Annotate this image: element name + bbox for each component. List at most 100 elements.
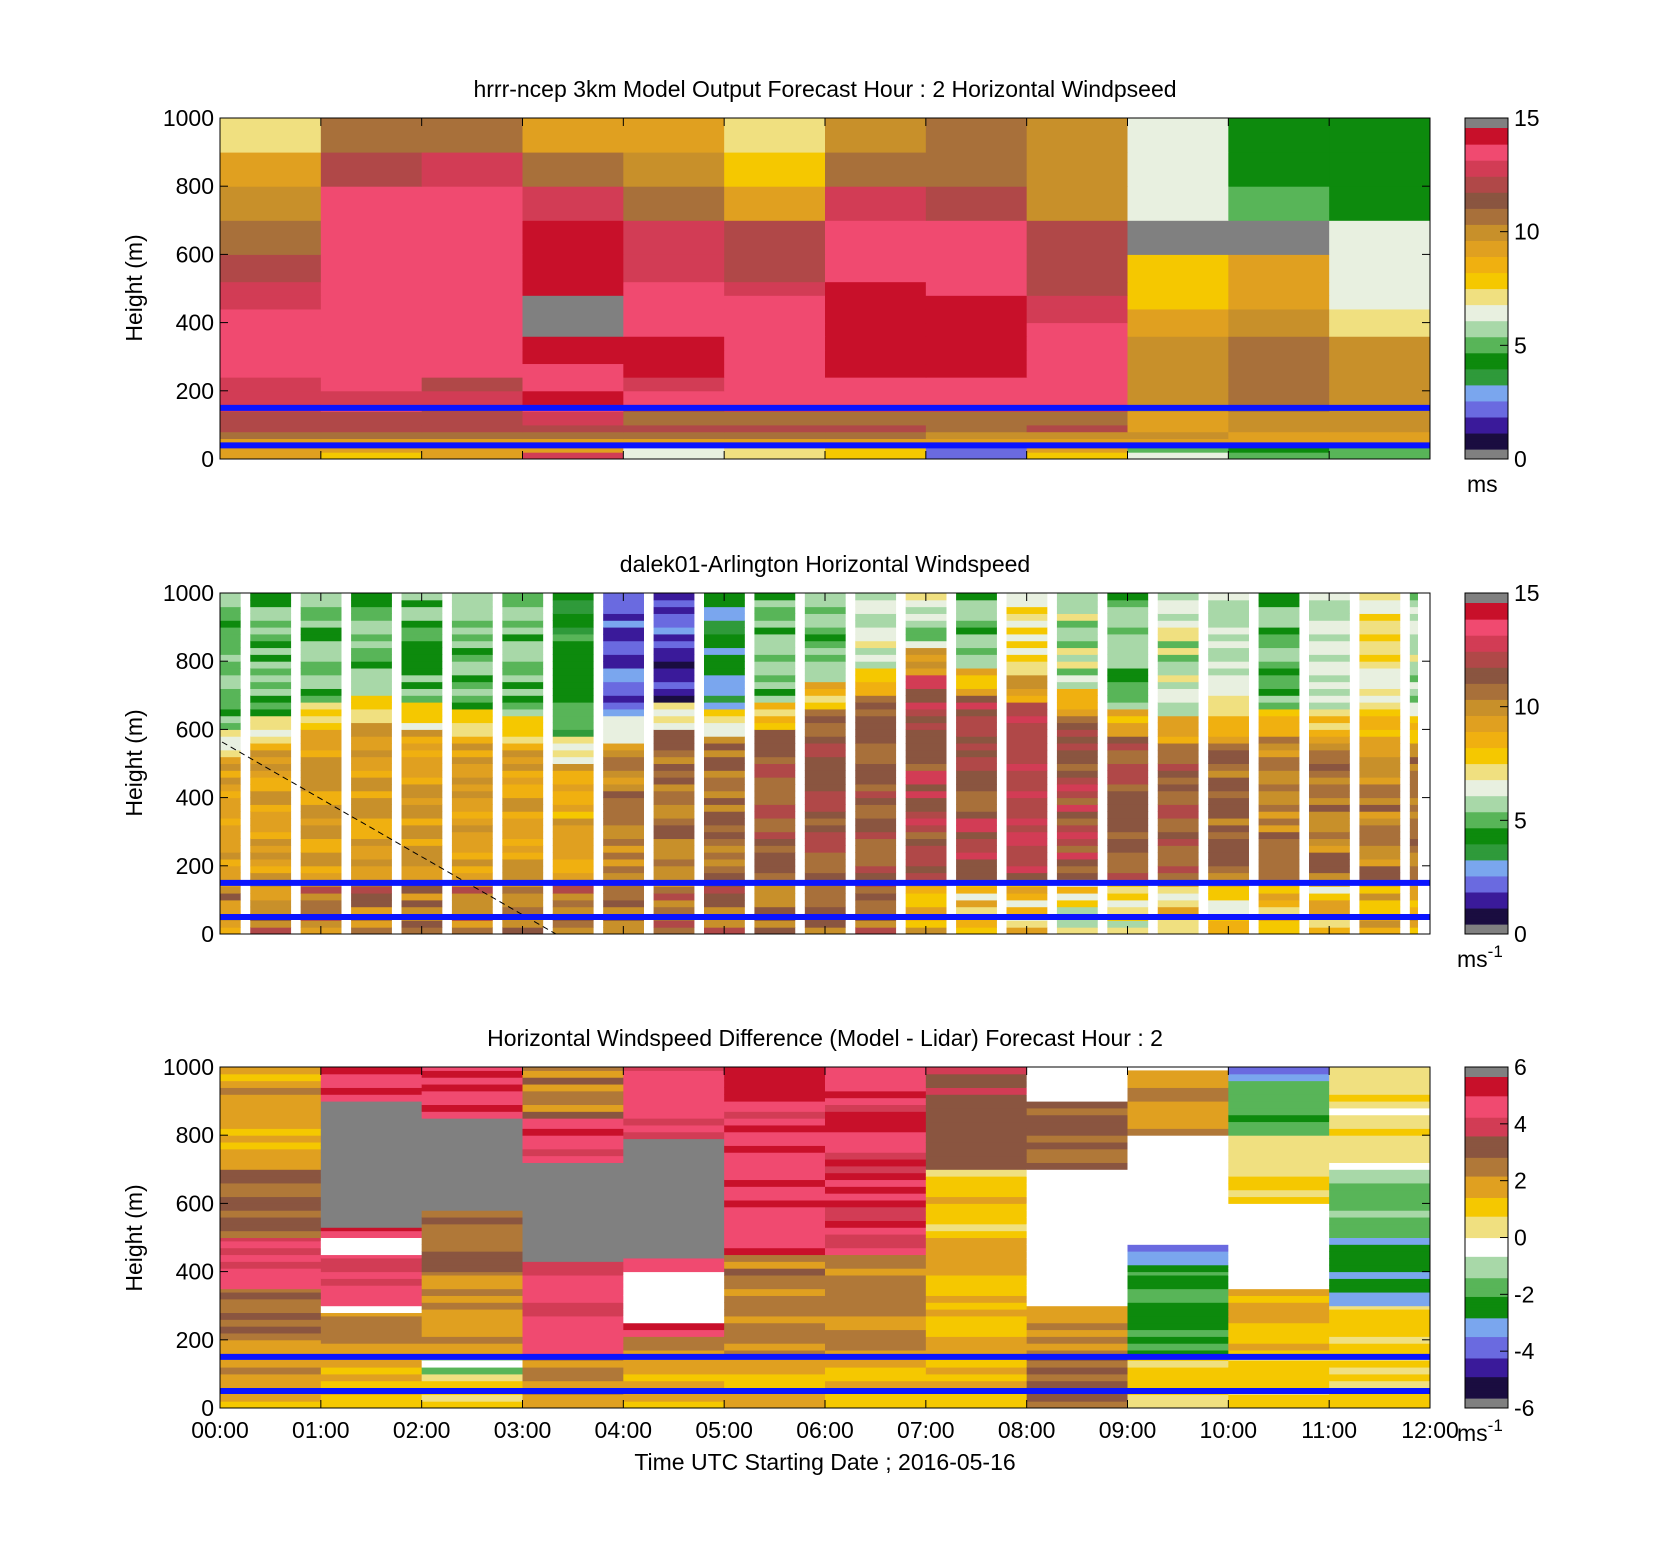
panel-title: hrrr-ncep 3km Model Output Forecast Hour… (473, 76, 1176, 102)
heatmap-cell (502, 661, 544, 669)
heatmap-cell (250, 783, 292, 792)
heatmap-cell (220, 688, 241, 696)
heatmap-cell (451, 749, 493, 758)
heatmap-cell (1127, 1237, 1229, 1245)
heatmap-cell (623, 1162, 725, 1170)
heatmap-cell (220, 1237, 322, 1242)
colorbar-segment (1465, 309, 1508, 314)
colorbar-segment (1465, 312, 1508, 316)
heatmap-cell (804, 613, 846, 621)
heatmap-cell (825, 1131, 927, 1140)
heatmap-cell (905, 627, 947, 635)
heatmap-cell (653, 606, 695, 614)
heatmap-cell (1228, 281, 1330, 296)
heatmap-cell (804, 811, 846, 819)
heatmap-cell (855, 593, 897, 601)
colorbar-segment (1465, 1317, 1508, 1322)
heatmap-cell (724, 1159, 826, 1167)
heatmap-cell (300, 743, 342, 751)
heatmap-cell (754, 736, 796, 744)
heatmap-cell (1359, 593, 1401, 601)
colorbar-segment (1465, 366, 1508, 370)
heatmap-cell (653, 654, 695, 662)
heatmap-cell (623, 445, 725, 453)
heatmap-cell (522, 363, 624, 378)
colorbar-segment (1465, 1189, 1508, 1193)
heatmap-cell (401, 674, 443, 683)
heatmap-cell (1258, 824, 1300, 833)
colorbar-segment (1465, 1288, 1508, 1292)
heatmap-cell (825, 220, 927, 255)
heatmap-cell (1026, 377, 1128, 392)
heatmap-cell (825, 1394, 927, 1402)
heatmap-cell (653, 927, 695, 934)
heatmap-cell (1228, 1213, 1330, 1221)
heatmap-cell (623, 1237, 725, 1245)
heatmap-cell (351, 606, 392, 614)
heatmap-cell (754, 702, 796, 710)
colorbar-segment (1465, 608, 1508, 612)
heatmap-cell (522, 390, 624, 405)
heatmap-cell (623, 1380, 725, 1389)
no-data-region (1418, 593, 1430, 934)
heatmap-cell (220, 906, 241, 915)
colorbar-segment (1465, 693, 1508, 698)
heatmap-cell (522, 1373, 624, 1382)
heatmap-cell (754, 599, 796, 608)
heatmap-cell (623, 1309, 725, 1317)
colorbar-segment (1465, 339, 1508, 343)
heatmap-cell (1127, 431, 1229, 440)
heatmap-cell (451, 886, 493, 894)
colorbar-segment (1465, 379, 1508, 383)
heatmap-cell (220, 186, 322, 221)
heatmap-cell (300, 661, 342, 669)
heatmap-cell (1127, 1251, 1229, 1259)
heatmap-cell (1329, 1210, 1430, 1218)
heatmap-cell (220, 715, 241, 724)
heatmap-cell (825, 438, 927, 446)
colorbar-segment (1465, 269, 1508, 274)
heatmap-cell (825, 281, 927, 296)
heatmap-cell (603, 893, 644, 901)
colorbar-segment (1465, 1117, 1508, 1121)
heatmap-cell (1329, 349, 1430, 365)
heatmap-cell (320, 1336, 423, 1344)
heatmap-cell (1026, 1367, 1128, 1375)
colorbar-segment (1465, 430, 1508, 434)
heatmap-cell (724, 1394, 826, 1402)
colorbar-segment (1465, 827, 1508, 831)
colorbar-segment (1465, 1304, 1508, 1308)
heatmap-cell (1208, 736, 1249, 744)
heatmap-cell (250, 872, 292, 880)
heatmap-cell (1157, 654, 1199, 662)
heatmap-cell (522, 1193, 624, 1201)
heatmap-cell (925, 1203, 1028, 1211)
heatmap-cell (653, 838, 695, 846)
colorbar-segment (1465, 643, 1508, 647)
colorbar-segment (1465, 1170, 1508, 1174)
heatmap-cell (1006, 790, 1048, 799)
heatmap-cell (401, 613, 443, 621)
heatmap-cell (956, 777, 997, 785)
heatmap-cell (1107, 736, 1149, 744)
heatmap-cell (1329, 1203, 1430, 1211)
heatmap-cell (925, 1169, 1028, 1177)
heatmap-cell (320, 363, 423, 378)
heatmap-cell (1309, 695, 1350, 703)
colorbar-segment (1465, 390, 1508, 394)
colorbar-segment (1465, 398, 1508, 402)
heatmap-cell (522, 1162, 624, 1167)
heatmap-cell (522, 1135, 624, 1143)
heatmap-cell (250, 715, 292, 724)
heatmap-cell (1056, 852, 1098, 860)
heatmap-cell (754, 872, 796, 880)
heatmap-cell (724, 1380, 826, 1389)
heatmap-cell (804, 831, 846, 840)
heatmap-cell (421, 1322, 523, 1331)
heatmap-cell (220, 599, 241, 608)
heatmap-cell (522, 1186, 624, 1194)
colorbar-segment (1465, 784, 1508, 789)
heatmap-cell (905, 708, 947, 717)
heatmap-cell (724, 438, 826, 446)
heatmap-cell (905, 749, 947, 758)
